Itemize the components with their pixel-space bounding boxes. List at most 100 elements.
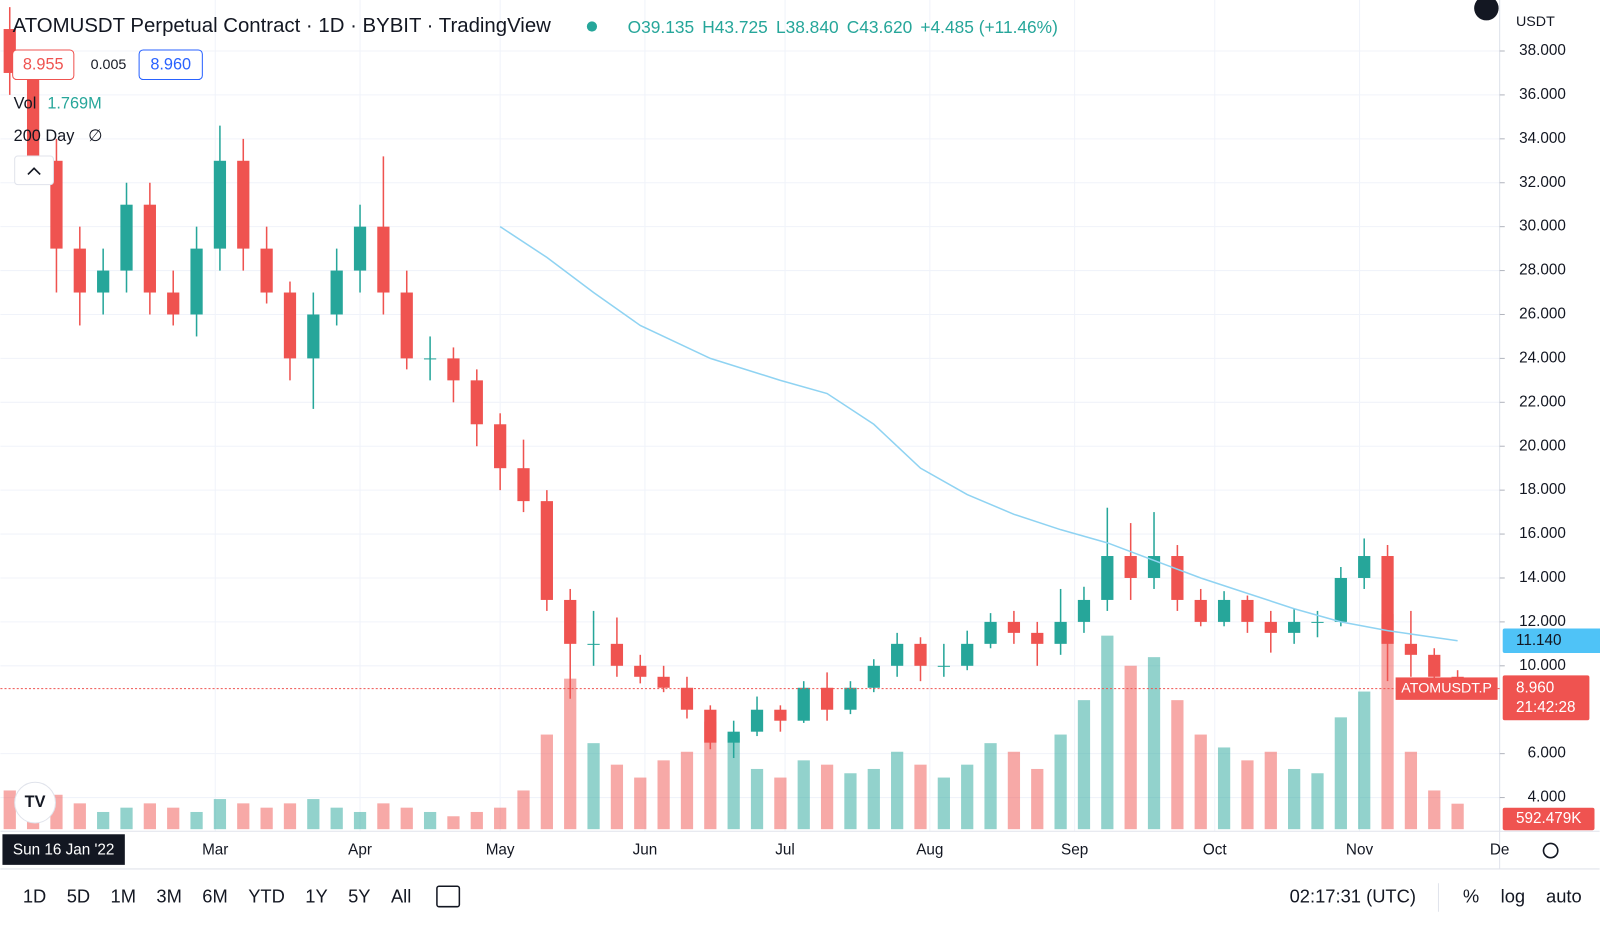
bid-box[interactable] bbox=[12, 49, 75, 81]
volume-bar bbox=[1077, 700, 1091, 830]
logo bbox=[14, 781, 56, 824]
candle-body bbox=[26, 72, 40, 161]
scale-option[interactable]: auto bbox=[1546, 885, 1582, 906]
volume-bar bbox=[891, 751, 904, 830]
y-tick-label: 32.000 bbox=[1519, 174, 1566, 191]
volume-bar bbox=[1147, 657, 1161, 830]
range-button[interactable]: 3M bbox=[156, 885, 181, 906]
y-tick-label: 18.000 bbox=[1519, 481, 1566, 498]
logo-mark: TV bbox=[25, 793, 46, 811]
ohlc-value: C43.620 bbox=[847, 17, 913, 37]
volume-bar bbox=[517, 790, 530, 830]
range-button[interactable]: 1M bbox=[111, 885, 136, 906]
y-tick-label: 12.000 bbox=[1519, 613, 1566, 630]
candle-body bbox=[307, 314, 320, 359]
range-button[interactable]: 1Y bbox=[305, 885, 327, 906]
candle-body bbox=[120, 204, 133, 271]
candle-body bbox=[680, 687, 694, 710]
range-button[interactable]: 1D bbox=[23, 885, 46, 906]
volume-bar bbox=[120, 807, 133, 830]
candle-body bbox=[1311, 621, 1324, 623]
candle-body bbox=[1077, 599, 1091, 622]
x-tick-label: Mar bbox=[202, 842, 228, 859]
candle-body bbox=[657, 676, 670, 688]
ask: 8.960 bbox=[150, 56, 191, 74]
volume-bar bbox=[727, 734, 740, 830]
collapse-button[interactable] bbox=[14, 155, 54, 186]
volume-bar bbox=[143, 803, 156, 830]
volume-bar bbox=[540, 734, 553, 830]
volume-bar bbox=[610, 764, 624, 830]
volume-bar bbox=[470, 811, 483, 830]
volume-bar bbox=[400, 807, 413, 830]
volume-bar bbox=[774, 777, 787, 830]
candle-body bbox=[891, 643, 904, 666]
scale-option[interactable]: % bbox=[1463, 885, 1479, 906]
cursor-date: Sun 16 Jan '22 bbox=[13, 842, 114, 859]
candle-body bbox=[470, 380, 483, 425]
x-tick-label: Apr bbox=[348, 842, 372, 859]
y-tick-label: 14.000 bbox=[1519, 569, 1566, 586]
spread: 0.005 bbox=[91, 57, 127, 73]
candle-body bbox=[1381, 556, 1394, 644]
volume-bar bbox=[3, 790, 16, 830]
volume-bar bbox=[704, 721, 717, 830]
volume-bar bbox=[1241, 760, 1254, 830]
volume-bar bbox=[283, 803, 297, 830]
ohlc-value: +4.485 (+11.46%) bbox=[920, 17, 1057, 37]
volume-bar bbox=[307, 799, 320, 830]
volume-bar bbox=[634, 777, 647, 830]
volume-bar bbox=[190, 811, 203, 830]
ask-box[interactable] bbox=[138, 49, 203, 81]
volume-tag-box bbox=[1502, 807, 1595, 831]
volume-bar bbox=[1358, 691, 1371, 830]
candle-body bbox=[867, 665, 880, 688]
range-button[interactable]: 6M bbox=[202, 885, 227, 906]
candle-body bbox=[494, 424, 507, 469]
ma-label: 200 Day bbox=[14, 127, 76, 145]
y-tick-label: 6.000 bbox=[1528, 745, 1566, 762]
x-tick-label: Jul bbox=[775, 842, 795, 859]
candle-body bbox=[143, 204, 156, 293]
ohlc-value: O39.135 bbox=[628, 17, 694, 37]
range-button[interactable]: 5Y bbox=[348, 885, 370, 906]
candle-body bbox=[1007, 621, 1021, 633]
x-tick-label: De bbox=[1490, 842, 1510, 859]
volume-bar bbox=[820, 764, 834, 830]
volume-bar bbox=[1031, 768, 1044, 830]
y-tick-label: 34.000 bbox=[1519, 130, 1566, 147]
range-button[interactable]: YTD bbox=[248, 885, 285, 906]
range-button[interactable]: 5D bbox=[67, 885, 90, 906]
vol-label: Vol bbox=[14, 94, 37, 112]
settings-icon[interactable] bbox=[1542, 842, 1559, 859]
collapse-icon bbox=[27, 167, 41, 175]
currency[interactable]: USDT bbox=[1516, 14, 1555, 30]
price-tag: 8.960 bbox=[1516, 680, 1554, 697]
candle-body bbox=[213, 160, 227, 249]
scale-option[interactable]: log bbox=[1501, 885, 1525, 906]
date-range-icon[interactable] bbox=[436, 885, 461, 908]
volume-bar bbox=[353, 811, 367, 830]
volume-bar bbox=[1264, 751, 1277, 830]
candle-body bbox=[330, 270, 343, 315]
volume-bar bbox=[1054, 734, 1067, 830]
volume-bar bbox=[1217, 747, 1231, 830]
toggle-button[interactable] bbox=[1474, 0, 1499, 21]
candle-body bbox=[97, 270, 110, 293]
candle-body bbox=[190, 248, 203, 315]
candle-body bbox=[1194, 599, 1207, 622]
bid: 8.955 bbox=[23, 56, 64, 74]
volume-bar bbox=[564, 678, 577, 830]
range-button[interactable]: All bbox=[391, 885, 411, 906]
candle-body bbox=[517, 468, 530, 502]
candle-body bbox=[1031, 632, 1044, 644]
volume-bar bbox=[680, 751, 694, 830]
candle-body bbox=[634, 665, 647, 677]
candle-body bbox=[610, 643, 624, 666]
candle-body bbox=[73, 248, 86, 293]
candle-body bbox=[564, 599, 577, 644]
status-dot bbox=[586, 21, 598, 32]
volume-bar bbox=[1124, 665, 1137, 830]
